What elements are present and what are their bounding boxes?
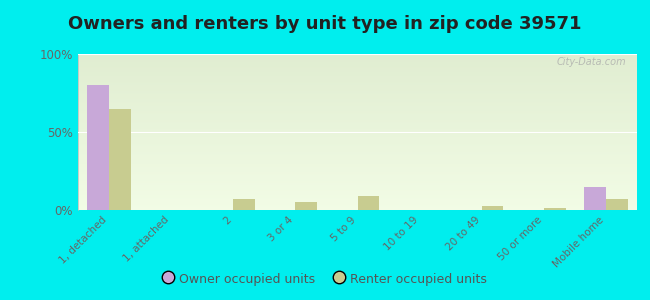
Bar (460, 209, 482, 210)
Bar (109, 109, 131, 210)
Bar (544, 208, 566, 210)
Bar (584, 187, 606, 210)
Bar (233, 199, 255, 210)
Bar (420, 209, 441, 210)
Bar (274, 209, 295, 210)
Bar (150, 209, 171, 210)
Text: City-Data.com: City-Data.com (556, 57, 626, 67)
Bar (358, 196, 379, 210)
Text: Owners and renters by unit type in zip code 39571: Owners and renters by unit type in zip c… (68, 15, 582, 33)
Bar (606, 199, 628, 210)
Bar (87, 85, 109, 210)
Legend: Owner occupied units, Renter occupied units: Owner occupied units, Renter occupied un… (158, 267, 492, 291)
Bar (295, 202, 317, 210)
Bar (171, 209, 193, 210)
Bar (211, 209, 233, 210)
Bar (482, 206, 504, 210)
Bar (522, 209, 544, 210)
Bar (336, 209, 358, 210)
Bar (398, 209, 420, 210)
